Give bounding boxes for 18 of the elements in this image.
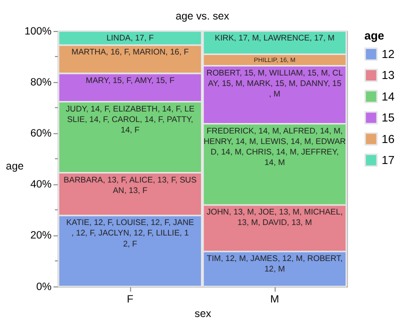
chart-title: age vs. sex (176, 10, 230, 22)
y-tick-label: 20% (30, 230, 52, 242)
y-tick-label: 100% (24, 25, 52, 38)
legend-label: 15 (382, 112, 395, 125)
x-tick-label: F (126, 293, 134, 306)
legend-label: 13 (382, 70, 395, 82)
legend-title: age (6, 160, 24, 172)
y-tick-label: 0% (36, 280, 52, 293)
y-tick-label: 80% (30, 76, 52, 88)
y-axis-title: age (364, 30, 385, 43)
y-tick-label: 40% (30, 178, 52, 191)
legend-label: 16 (382, 134, 395, 146)
y-tick-label: 60% (30, 128, 52, 140)
legend-label: 17 (382, 155, 395, 168)
x-tick-label: M (270, 293, 280, 306)
legend-label: 14 (382, 91, 396, 104)
x-axis-title: sex (194, 308, 212, 320)
legend-label: 12 (382, 48, 395, 61)
